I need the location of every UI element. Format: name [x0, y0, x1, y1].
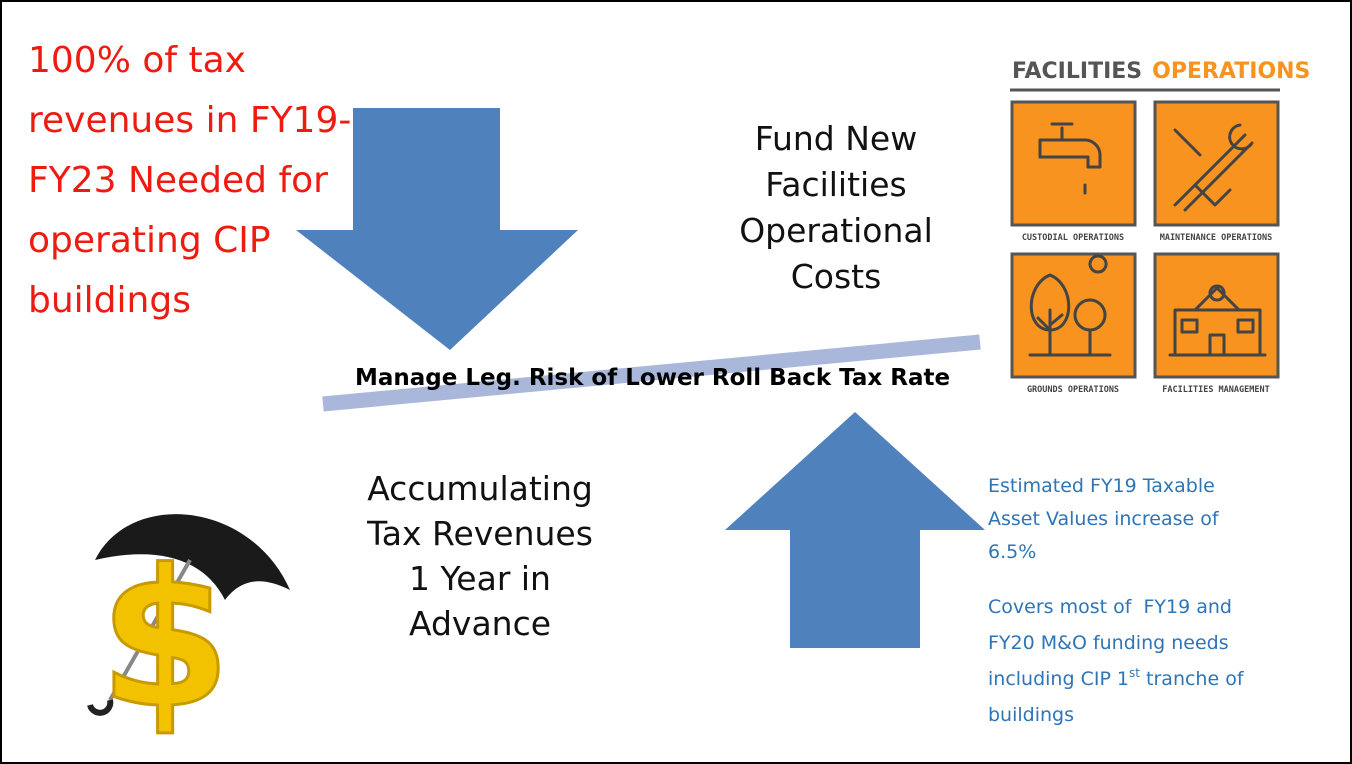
tile-label: FACILITIES MANAGEMENT [1162, 385, 1269, 395]
note-text: tranche of [1140, 668, 1245, 690]
note-text: including CIP 1 [988, 668, 1129, 690]
tile-label: MAINTENANCE OPERATIONS [1160, 233, 1273, 243]
note-line: Covers most of FY19 and [988, 596, 1232, 618]
text-line: Advance [409, 604, 551, 643]
tile-label: GROUNDS OPERATIONS [1027, 385, 1119, 395]
text-line: buildings [28, 280, 191, 321]
text-line: Asset Values increase of [988, 508, 1220, 530]
text-line: Fund New [755, 119, 917, 158]
svg-text:$: $ [99, 529, 231, 750]
tile [1012, 102, 1135, 225]
note-line: buildings [988, 704, 1074, 726]
text-line: revenues in FY19- [28, 100, 351, 141]
tile-label: CUSTODIAL OPERATIONS [1022, 233, 1124, 243]
balance-label: Manage Leg. Risk of Lower Roll Back Tax … [355, 365, 950, 391]
text-line: Operational [739, 211, 933, 250]
tile [1012, 254, 1135, 377]
note-line: FY20 M&O funding needs [988, 632, 1229, 654]
slide: 100% of tax revenues in FY19- FY23 Needed … [0, 0, 1352, 764]
info-title: FACILITIES OPERATIONS [1012, 59, 1310, 84]
text-line: FY23 Needed for [28, 160, 328, 201]
text-line: Costs [791, 257, 882, 296]
title-word: FACILITIES [1012, 59, 1142, 84]
text-line: Estimated FY19 Taxable [988, 475, 1215, 497]
text-line: 6.5% [988, 541, 1036, 563]
title-word: OPERATIONS [1152, 59, 1310, 84]
text-line: Facilities [765, 165, 906, 204]
note-line: including CIP 1st tranche of [988, 666, 1245, 690]
text-line: Tax Revenues [366, 514, 593, 553]
text-line: 1 Year in [409, 559, 551, 598]
text-line: Accumulating [367, 469, 593, 508]
superscript: st [1129, 666, 1140, 680]
text-line: 100% of tax [28, 40, 246, 81]
text-line: operating CIP [28, 220, 271, 261]
